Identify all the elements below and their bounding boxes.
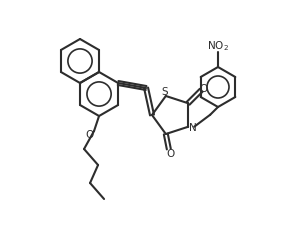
Text: O: O [85,130,93,139]
Text: NO$_2$: NO$_2$ [207,39,229,53]
Text: O: O [199,84,207,94]
Text: N: N [189,122,197,132]
Text: O: O [167,148,175,159]
Text: S: S [162,87,168,97]
